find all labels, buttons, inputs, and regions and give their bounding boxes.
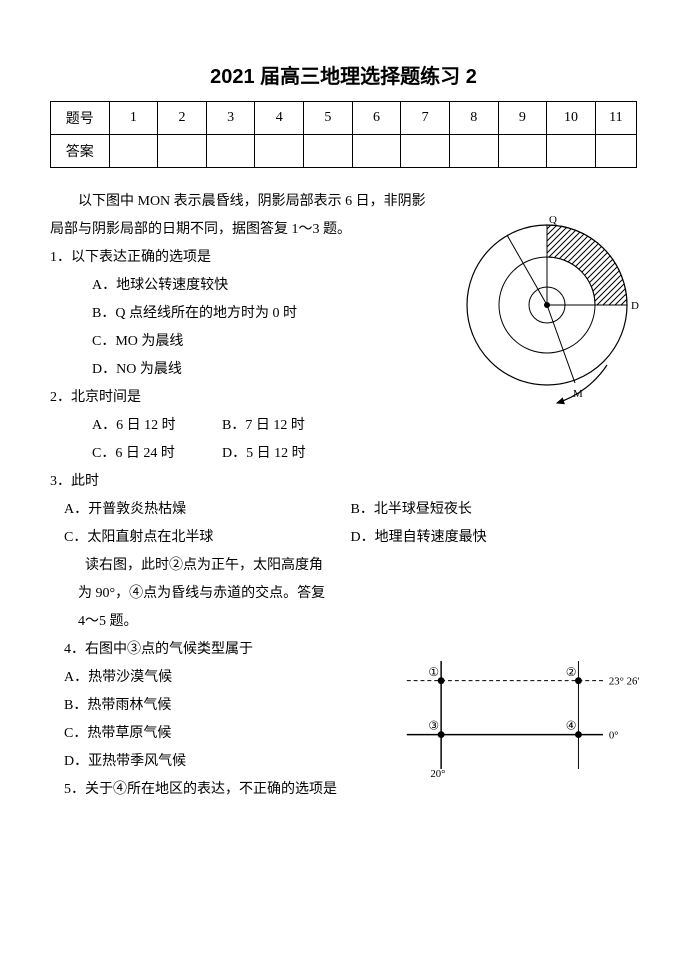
option-2d: D．5 日 12 时 [222, 440, 306, 468]
grid-diagram: ① ② ③ ④ 23° 26′ 0° 20° [397, 650, 652, 780]
col-header: 5 [304, 102, 353, 135]
answer-cell [206, 135, 255, 168]
col-header: 4 [255, 102, 304, 135]
option-2b: B．7 日 12 时 [222, 412, 305, 440]
point-3: ③ [428, 720, 439, 733]
row-label: 答案 [51, 135, 110, 168]
col-header: 11 [595, 102, 636, 135]
question-3: 3．此时 [50, 468, 637, 496]
label-m: M [573, 388, 583, 400]
option-2a: A．6 日 12 时 [92, 412, 222, 440]
point-4: ④ [566, 720, 577, 733]
point-1: ① [428, 666, 439, 679]
answer-cell [158, 135, 207, 168]
option-3d: D．地理自转速度最快 [351, 524, 638, 552]
col-header: 9 [498, 102, 547, 135]
globe-diagram: Q D M [447, 215, 647, 415]
answer-cell [109, 135, 158, 168]
col-header: 1 [109, 102, 158, 135]
page-title: 2021 届高三地理选择题练习 2 [50, 60, 637, 89]
lon-label: 20° [430, 768, 445, 780]
col-header: 2 [158, 102, 207, 135]
col-header: 6 [352, 102, 401, 135]
option-3a: A．开普敦炎热枯燥 [64, 496, 351, 524]
answer-cell [449, 135, 498, 168]
option-3b: B．北半球昼短夜长 [351, 496, 638, 524]
answer-cell [498, 135, 547, 168]
option-3c: C．太阳直射点在北半球 [64, 524, 351, 552]
lat-label-1: 23° 26′ [609, 676, 640, 688]
answer-cell [547, 135, 596, 168]
label-d: D [631, 300, 639, 312]
question-5: 5．关于④所在地区的表达，不正确的选项是 [50, 776, 637, 804]
point-2: ② [566, 666, 577, 679]
col-header: 7 [401, 102, 450, 135]
answer-cell [255, 135, 304, 168]
table-row: 答案 [51, 135, 637, 168]
answer-cell [352, 135, 401, 168]
row-label: 题号 [51, 102, 110, 135]
intro-text: 为 90°，④点为昏线与赤道的交点。答复 [50, 580, 637, 608]
option-2c: C．6 日 24 时 [92, 440, 222, 468]
answer-cell [304, 135, 353, 168]
answer-cell [595, 135, 636, 168]
answer-table: 题号 1 2 3 4 5 6 7 8 9 10 11 答案 [50, 101, 637, 168]
col-header: 3 [206, 102, 255, 135]
col-header: 10 [547, 102, 596, 135]
col-header: 8 [449, 102, 498, 135]
intro-text: 以下图中 MON 表示晨昏线，阴影局部表示 6 日，非阴影 [50, 188, 637, 216]
lat-label-2: 0° [609, 730, 619, 742]
intro-text: 读右图，此时②点为正午，太阳高度角 [50, 552, 637, 580]
intro-text: 4～5 题。 [50, 608, 637, 636]
answer-cell [401, 135, 450, 168]
label-q: Q [549, 215, 557, 226]
table-row: 题号 1 2 3 4 5 6 7 8 9 10 11 [51, 102, 637, 135]
